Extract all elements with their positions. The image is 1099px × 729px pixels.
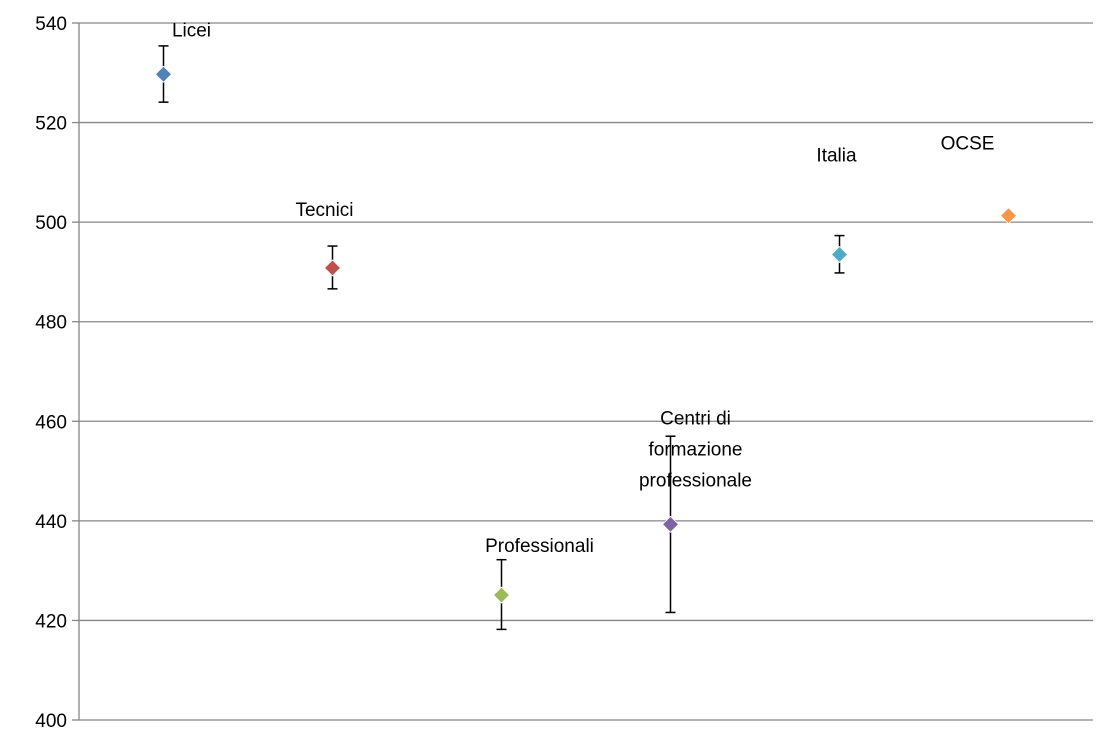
point-labels: Licei Tecnici Professionali Centri di formaz… bbox=[172, 20, 994, 557]
y-tick-label: 460 bbox=[35, 412, 67, 433]
point-label: OCSE bbox=[941, 134, 995, 155]
y-tick-label: 480 bbox=[35, 313, 67, 334]
data-point-marker bbox=[661, 515, 680, 533]
y-tick-labels: 400 420 440 460 480 500 520 540 bbox=[35, 14, 79, 729]
data-points bbox=[154, 65, 1018, 604]
data-point-marker bbox=[323, 259, 342, 277]
y-tick-label: 520 bbox=[35, 114, 67, 135]
point-label: Centri di formazione professionale bbox=[639, 408, 752, 491]
y-tick-label: 420 bbox=[35, 611, 67, 632]
y-tick-label: 440 bbox=[35, 512, 67, 533]
data-point-marker bbox=[999, 207, 1018, 225]
point-label: Italia bbox=[816, 146, 857, 167]
y-tick-label: 400 bbox=[35, 711, 67, 729]
data-point-marker bbox=[830, 245, 849, 264]
data-point-marker bbox=[154, 65, 173, 83]
point-label: Professionali bbox=[485, 536, 594, 557]
point-label: Licei bbox=[172, 20, 211, 41]
y-tick-label: 500 bbox=[35, 213, 67, 234]
y-tick-label: 540 bbox=[35, 14, 67, 35]
point-label: Tecnici bbox=[295, 200, 353, 221]
gridlines bbox=[79, 22, 1093, 721]
data-point-marker bbox=[492, 586, 511, 604]
